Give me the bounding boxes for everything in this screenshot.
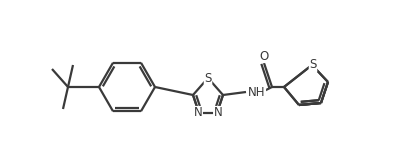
- Text: S: S: [309, 59, 317, 71]
- Text: NH: NH: [248, 85, 265, 99]
- Text: N: N: [194, 106, 202, 119]
- Text: N: N: [214, 106, 222, 119]
- Text: S: S: [204, 71, 212, 84]
- Text: O: O: [259, 50, 269, 63]
